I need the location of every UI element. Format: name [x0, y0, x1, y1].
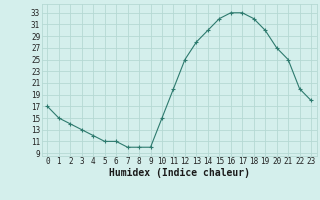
- X-axis label: Humidex (Indice chaleur): Humidex (Indice chaleur): [109, 168, 250, 178]
